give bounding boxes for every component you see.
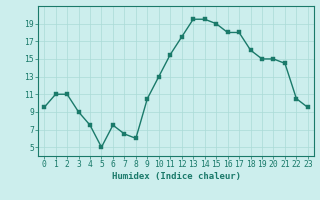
X-axis label: Humidex (Indice chaleur): Humidex (Indice chaleur) (111, 172, 241, 181)
